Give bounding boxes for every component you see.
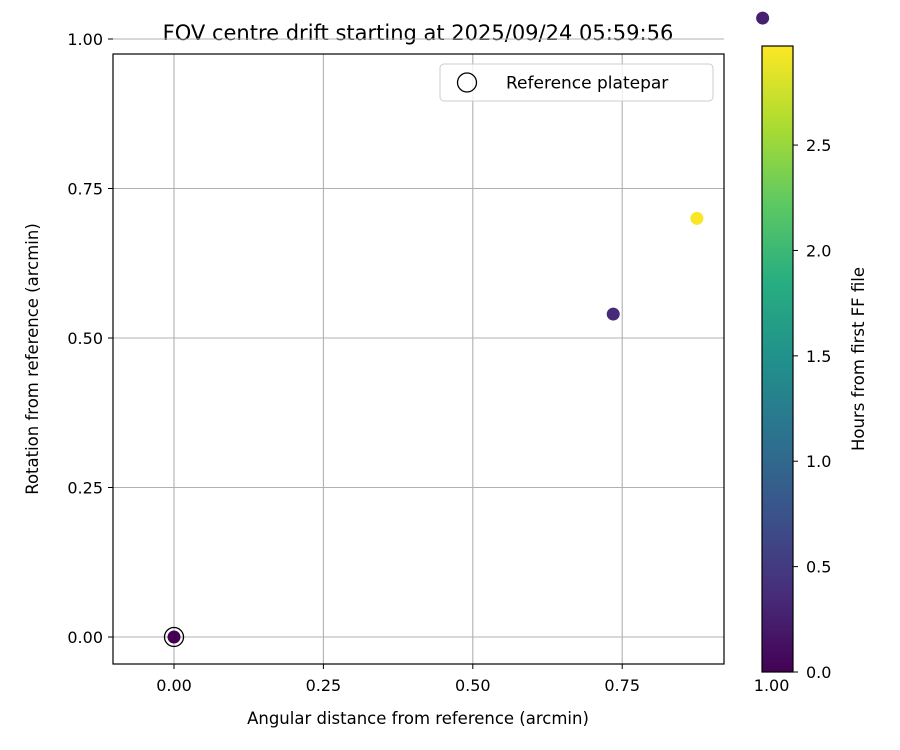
x-axis-title: Angular distance from reference (arcmin)	[247, 709, 589, 728]
data-point	[756, 11, 770, 25]
y-tick-label: 0.50	[67, 329, 103, 348]
data-point	[606, 307, 620, 321]
colorbar-tick-label: 0.0	[806, 663, 831, 682]
reference-marker	[163, 626, 185, 648]
legend-box	[439, 63, 714, 102]
colorbar-tick-label: 1.5	[806, 347, 831, 366]
colorbar-tick-label: 1.0	[806, 452, 831, 471]
y-tick-label: 0.00	[67, 628, 103, 647]
x-tick-label: 1.00	[754, 676, 790, 695]
x-tick-label: 0.00	[156, 676, 192, 695]
legend-label: Reference platepar	[506, 74, 668, 94]
data-point	[167, 630, 181, 644]
colorbar: 0.0 0.5 1.0 1.5 2.0 2.5 Hours from first FF f…	[761, 45, 868, 682]
data-points	[163, 11, 770, 648]
colorbar-ticks: 0.0 0.5 1.0 1.5 2.0 2.5	[793, 136, 831, 682]
legend-marker-icon	[456, 72, 478, 93]
y-tick-label: 0.25	[67, 479, 103, 498]
legend: Reference platepar	[439, 63, 714, 102]
colorbar-tick-label: 2.0	[806, 241, 831, 260]
x-tick-label: 0.50	[455, 676, 491, 695]
x-tick-label: 0.75	[604, 676, 640, 695]
y-axis-ticks: 0.000.250.500.751.001.251.501.75	[67, 30, 113, 647]
y-tick-label: 0.75	[67, 180, 103, 199]
data-point	[690, 211, 704, 225]
y-tick-label: 1.00	[67, 30, 103, 49]
x-tick-label: 0.25	[306, 676, 342, 695]
chart-title: FOV centre drift starting at 2025/09/24 …	[163, 21, 674, 45]
plot-frame	[112, 53, 725, 665]
y-axis-title: Rotation from reference (arcmin)	[23, 223, 42, 495]
colorbar-tick-label: 0.5	[806, 558, 831, 577]
colorbar-gradient	[761, 45, 794, 673]
colorbar-tick-label: 2.5	[806, 136, 831, 155]
colorbar-label: Hours from first FF file	[849, 267, 868, 451]
x-axis-ticks: 0.000.250.500.751.001.251.501.75	[156, 664, 790, 695]
